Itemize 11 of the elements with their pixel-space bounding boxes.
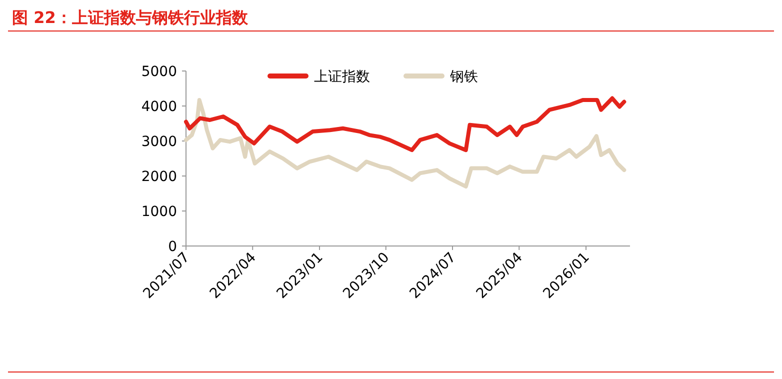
legend-label: 钢铁 xyxy=(449,69,478,85)
y-tick-label: 3000 xyxy=(141,134,177,150)
y-tick-label: 5000 xyxy=(141,64,177,80)
chart-title: 图 22：上证指数与钢铁行业指数 xyxy=(12,8,249,27)
line-series xyxy=(184,98,626,188)
y-tick-label: 0 xyxy=(168,239,177,255)
y-tick-label: 2000 xyxy=(141,169,177,185)
y-tick-label: 4000 xyxy=(141,99,177,115)
line-series xyxy=(184,96,626,152)
legend-label: 上证指数 xyxy=(314,69,370,85)
y-tick-label: 1000 xyxy=(141,204,177,220)
